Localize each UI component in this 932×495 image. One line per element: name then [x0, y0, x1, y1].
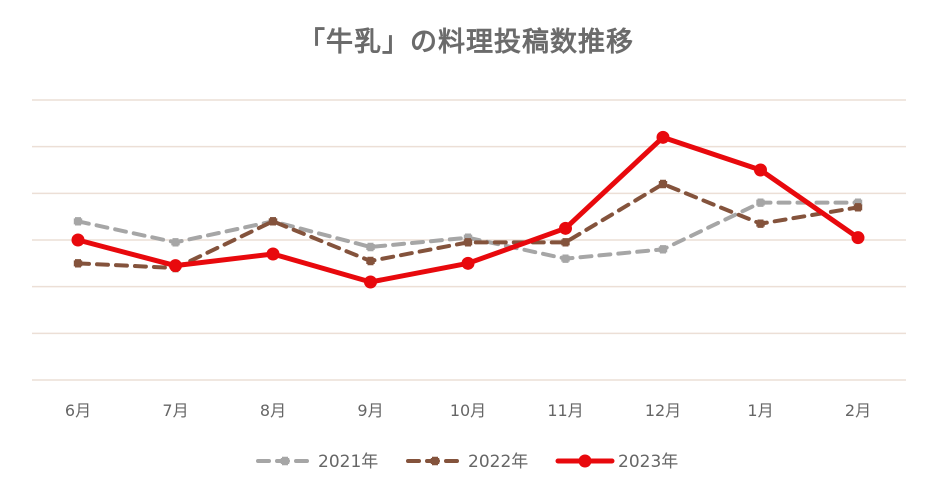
series-line	[76, 200, 860, 261]
data-point	[656, 130, 670, 144]
legend-marker	[280, 456, 290, 466]
legend-marker	[430, 456, 440, 466]
legend-label: 2022年	[468, 452, 528, 472]
data-point	[171, 238, 180, 247]
legend: 2021年 2022年 2023年	[256, 452, 678, 472]
data-point	[756, 198, 765, 207]
chart-title: 「牛乳」の料理投稿数推移	[298, 27, 634, 58]
series-group	[71, 130, 865, 289]
data-point	[366, 242, 375, 252]
legend-item: 2021年	[256, 452, 378, 472]
series-2022年	[73, 179, 863, 273]
x-tick-label: 12月	[645, 401, 681, 420]
x-tick-label: 2月	[845, 401, 871, 420]
x-axis-ticks: 6月 7月 8月 9月 10月 11月 12月 1月 2月	[65, 401, 871, 420]
x-tick-label: 7月	[162, 401, 188, 420]
data-point	[463, 238, 473, 247]
data-point	[73, 217, 83, 226]
data-point	[266, 247, 280, 261]
data-point	[853, 203, 863, 212]
x-tick-label: 11月	[547, 401, 583, 420]
legend-label: 2021年	[318, 452, 378, 472]
data-point	[268, 217, 278, 226]
series-2023年	[71, 130, 865, 289]
data-point	[561, 254, 570, 263]
legend-marker	[578, 454, 592, 468]
data-point	[366, 256, 375, 266]
x-tick-label: 10月	[450, 401, 486, 420]
x-tick-label: 8月	[260, 401, 286, 420]
series-line	[76, 182, 860, 270]
data-point	[73, 259, 83, 268]
data-point	[169, 259, 182, 273]
legend-item: 2023年	[555, 452, 678, 472]
x-tick-label: 6月	[65, 401, 91, 420]
data-point	[561, 238, 570, 247]
series-2021年	[73, 198, 863, 263]
data-point	[756, 219, 765, 228]
data-point	[364, 275, 377, 289]
data-point	[658, 245, 668, 254]
x-tick-label: 9月	[357, 401, 383, 420]
data-point	[851, 231, 865, 245]
x-tick-label: 1月	[747, 401, 773, 420]
data-point	[461, 256, 475, 270]
data-point	[559, 221, 572, 235]
data-point	[754, 163, 767, 177]
legend-item: 2022年	[406, 452, 528, 472]
data-point	[658, 179, 668, 189]
data-point	[71, 233, 85, 247]
legend-label: 2023年	[618, 452, 678, 472]
